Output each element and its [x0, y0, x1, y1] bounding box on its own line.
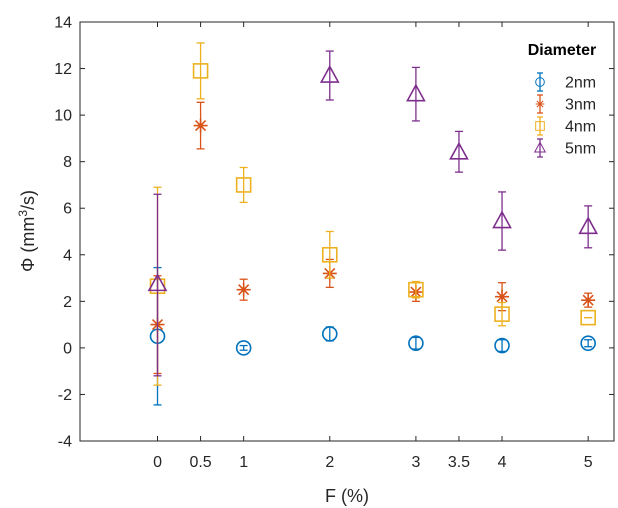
data-point — [319, 64, 340, 83]
error-bar — [325, 230, 334, 279]
legend-marker-group — [533, 141, 547, 153]
legend-marker-group — [535, 121, 545, 131]
y-tick-label: 4 — [63, 247, 72, 264]
legend-marker-group — [535, 99, 545, 109]
data-point — [494, 337, 510, 354]
data-point — [147, 273, 168, 292]
data-point — [449, 141, 469, 160]
legend-item-5nm: 5nm — [533, 138, 596, 158]
series-5nm — [147, 50, 599, 377]
error-bar — [454, 130, 463, 173]
legend-label: 3nm — [565, 97, 596, 114]
x-tick-label: 5 — [584, 454, 593, 471]
axes-frame — [79, 21, 615, 442]
data-point — [321, 326, 338, 342]
data-point — [192, 63, 209, 79]
x-tick-label: 0.5 — [189, 454, 211, 471]
data-point — [580, 309, 596, 326]
legend-label: 4nm — [565, 119, 596, 136]
x-tick-label: 3 — [411, 454, 420, 471]
x-tick-label: 0 — [153, 454, 162, 471]
y-axis-label-exponent: 3 — [16, 210, 30, 217]
data-point — [321, 246, 338, 263]
legend-title: Diameter — [528, 42, 596, 59]
error-bar — [584, 205, 593, 249]
y-tick-label: -4 — [58, 434, 72, 451]
y-axis-label: Φ (mm3/s) — [16, 190, 38, 272]
legend-marker — [535, 121, 545, 131]
legend-item-3nm: 3nm — [535, 94, 596, 114]
legend: Diameter 2nm 3nm 4nm 5nm — [528, 42, 596, 158]
y-tick-label: 0 — [63, 340, 72, 357]
error-bar — [196, 42, 205, 100]
x-tick-label: 1 — [239, 454, 248, 471]
error-bar — [325, 50, 334, 101]
data-point — [406, 83, 426, 102]
x-tick-label: 3.5 — [448, 454, 470, 471]
legend-error-bar — [537, 72, 543, 92]
x-axis-label: F (%) — [325, 486, 369, 506]
error-bar — [153, 193, 162, 377]
data-point — [408, 281, 424, 298]
data-point — [235, 177, 252, 193]
error-bar — [411, 280, 420, 299]
x-tick-label: 4 — [498, 454, 507, 471]
x-tick-label: 2 — [325, 454, 334, 471]
data-point — [578, 216, 599, 235]
data-point — [236, 282, 251, 297]
y-tick-label: 2 — [63, 294, 72, 311]
data-point — [492, 210, 512, 229]
legend-label: 5nm — [565, 141, 596, 158]
data-point — [193, 118, 208, 133]
y-tick-label: 10 — [54, 108, 72, 125]
error-bar — [498, 191, 507, 251]
data-point — [494, 306, 510, 322]
data-point — [581, 293, 596, 308]
error-bar — [239, 166, 248, 204]
data-point — [408, 335, 424, 352]
legend-marker-group — [535, 77, 545, 87]
data-point — [495, 289, 510, 304]
data-point — [235, 340, 252, 356]
error-bar — [411, 66, 420, 122]
legend-marker — [535, 99, 545, 109]
legend-label: 2nm — [565, 75, 596, 92]
legend-marker — [533, 141, 547, 153]
plot-area — [80, 22, 614, 441]
y-tick-label: 12 — [54, 61, 72, 78]
y-tick-label: 14 — [54, 15, 72, 32]
data-point — [580, 335, 596, 352]
y-axis-label-unit: /s) — [18, 190, 38, 210]
y-tick-label: -2 — [58, 387, 72, 404]
series-2nm — [149, 266, 596, 406]
legend-item-2nm: 2nm — [535, 72, 596, 92]
legend-item-4nm: 4nm — [535, 116, 596, 136]
y-tick-label: 6 — [63, 201, 72, 218]
y-axis-label-main: Φ (mm — [18, 217, 38, 272]
y-tick-label: 8 — [63, 154, 72, 171]
error-bar — [584, 339, 593, 348]
legend-marker — [535, 77, 545, 87]
data-marks — [147, 42, 599, 406]
error-bar — [239, 344, 248, 351]
legend-error-bar — [537, 116, 543, 136]
